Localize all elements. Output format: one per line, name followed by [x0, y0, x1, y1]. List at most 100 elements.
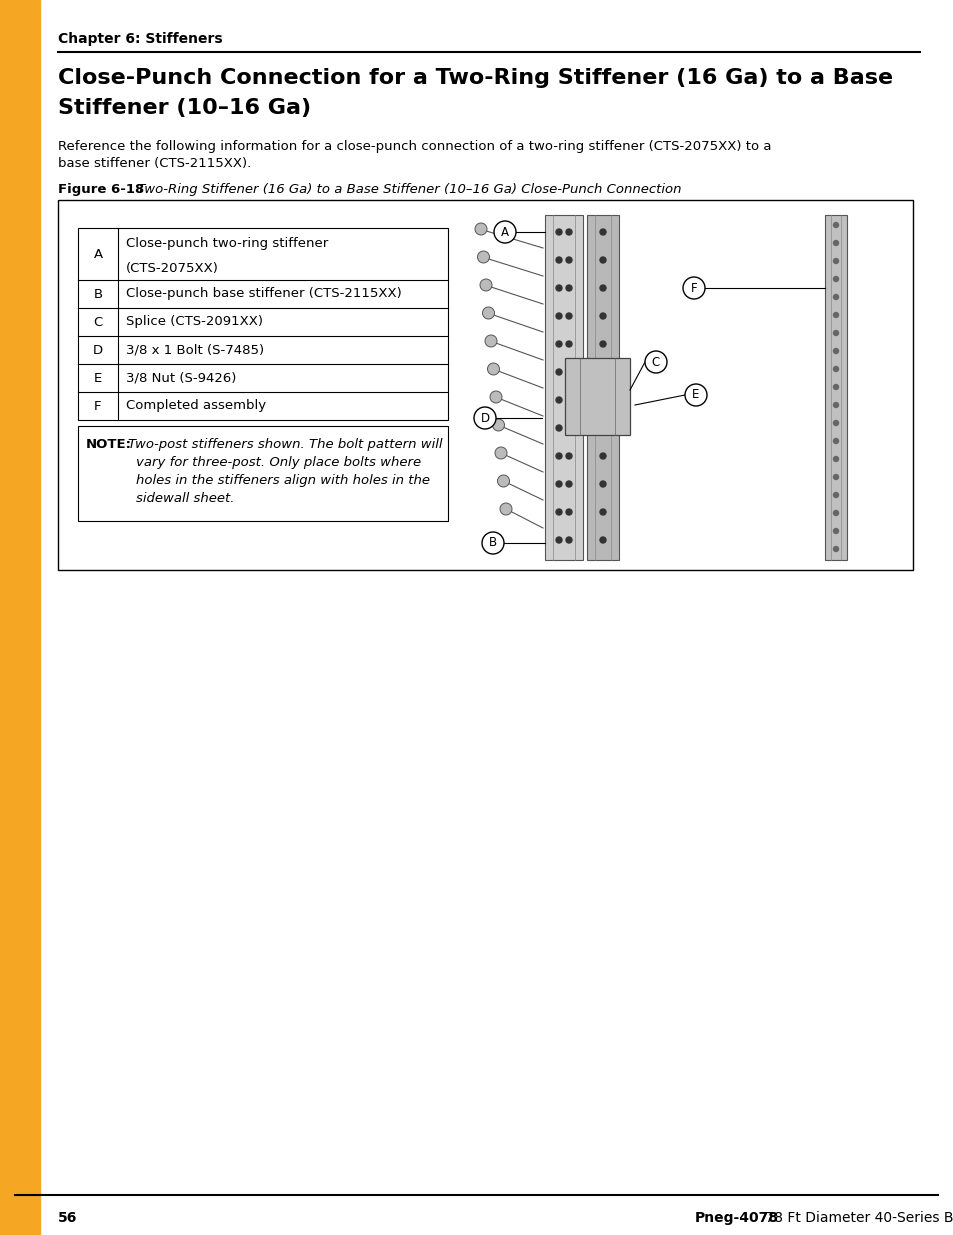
- Circle shape: [565, 285, 572, 291]
- Circle shape: [556, 312, 561, 319]
- Circle shape: [482, 308, 494, 319]
- Circle shape: [833, 474, 838, 479]
- Text: E: E: [692, 389, 699, 401]
- Text: vary for three-post. Only place bolts where: vary for three-post. Only place bolts wh…: [136, 456, 420, 469]
- Bar: [58, 200, 912, 571]
- Text: E: E: [93, 372, 102, 384]
- Circle shape: [497, 475, 509, 487]
- Circle shape: [599, 312, 605, 319]
- Bar: [586, 215, 618, 559]
- Text: (CTS-2075XX): (CTS-2075XX): [126, 262, 218, 275]
- Circle shape: [495, 447, 506, 459]
- Circle shape: [556, 509, 561, 515]
- Text: 56: 56: [58, 1212, 77, 1225]
- Circle shape: [565, 312, 572, 319]
- Text: Two-Ring Stiffener (16 Ga) to a Base Stiffener (10–16 Ga) Close-Punch Connection: Two-Ring Stiffener (16 Ga) to a Base Sti…: [132, 183, 680, 196]
- Circle shape: [499, 503, 512, 515]
- Bar: [824, 215, 846, 559]
- Circle shape: [475, 224, 486, 235]
- Circle shape: [556, 257, 561, 263]
- Circle shape: [556, 228, 561, 235]
- Circle shape: [494, 221, 516, 243]
- Circle shape: [599, 257, 605, 263]
- Text: Splice (CTS-2091XX): Splice (CTS-2091XX): [126, 315, 263, 329]
- Circle shape: [556, 537, 561, 543]
- Text: Close-punch base stiffener (CTS-2115XX): Close-punch base stiffener (CTS-2115XX): [126, 288, 401, 300]
- Circle shape: [556, 396, 561, 403]
- Text: F: F: [94, 399, 102, 412]
- Circle shape: [479, 279, 492, 291]
- Circle shape: [833, 529, 838, 534]
- Circle shape: [484, 335, 497, 347]
- Circle shape: [599, 369, 605, 375]
- Circle shape: [565, 228, 572, 235]
- Circle shape: [565, 425, 572, 431]
- Circle shape: [490, 391, 501, 403]
- Text: D: D: [480, 411, 489, 425]
- Text: Two-post stiffeners shown. The bolt pattern will: Two-post stiffeners shown. The bolt patt…: [128, 438, 442, 451]
- Circle shape: [684, 384, 706, 406]
- Circle shape: [833, 403, 838, 408]
- Circle shape: [833, 510, 838, 515]
- Circle shape: [833, 438, 838, 443]
- Circle shape: [833, 258, 838, 263]
- Circle shape: [599, 509, 605, 515]
- Circle shape: [565, 396, 572, 403]
- Circle shape: [565, 453, 572, 459]
- Text: C: C: [651, 356, 659, 368]
- Circle shape: [833, 294, 838, 300]
- Text: NOTE:: NOTE:: [86, 438, 132, 451]
- Circle shape: [644, 351, 666, 373]
- Text: Pneg-4078: Pneg-4078: [695, 1212, 779, 1225]
- Circle shape: [565, 537, 572, 543]
- Text: A: A: [500, 226, 509, 238]
- Circle shape: [565, 509, 572, 515]
- Text: 78 Ft Diameter 40-Series Bin: 78 Ft Diameter 40-Series Bin: [760, 1212, 953, 1225]
- Text: Close-Punch Connection for a Two-Ring Stiffener (16 Ga) to a Base: Close-Punch Connection for a Two-Ring St…: [58, 68, 892, 88]
- Circle shape: [833, 367, 838, 372]
- Circle shape: [833, 277, 838, 282]
- Text: B: B: [489, 536, 497, 550]
- Bar: [78, 426, 448, 521]
- Circle shape: [599, 285, 605, 291]
- Circle shape: [565, 257, 572, 263]
- Bar: [564, 358, 629, 435]
- Circle shape: [565, 341, 572, 347]
- Text: 3/8 Nut (S-9426): 3/8 Nut (S-9426): [126, 372, 236, 384]
- Text: D: D: [92, 343, 103, 357]
- Circle shape: [556, 341, 561, 347]
- Text: Figure 6-18: Figure 6-18: [58, 183, 144, 196]
- Text: Stiffener (10–16 Ga): Stiffener (10–16 Ga): [58, 98, 311, 119]
- Circle shape: [682, 277, 704, 299]
- Circle shape: [474, 408, 496, 429]
- Circle shape: [599, 453, 605, 459]
- Text: holes in the stiffeners align with holes in the: holes in the stiffeners align with holes…: [136, 474, 430, 487]
- Circle shape: [599, 480, 605, 487]
- Circle shape: [833, 384, 838, 389]
- Circle shape: [556, 369, 561, 375]
- Circle shape: [556, 285, 561, 291]
- Text: B: B: [93, 288, 103, 300]
- Circle shape: [833, 420, 838, 426]
- Text: Completed assembly: Completed assembly: [126, 399, 266, 412]
- Circle shape: [833, 457, 838, 462]
- Circle shape: [599, 341, 605, 347]
- Circle shape: [833, 493, 838, 498]
- Circle shape: [833, 222, 838, 227]
- Circle shape: [833, 331, 838, 336]
- Circle shape: [477, 251, 489, 263]
- Bar: [78, 228, 448, 420]
- Circle shape: [556, 480, 561, 487]
- Circle shape: [487, 363, 499, 375]
- Circle shape: [556, 425, 561, 431]
- Text: F: F: [690, 282, 697, 294]
- Circle shape: [565, 480, 572, 487]
- Circle shape: [599, 228, 605, 235]
- Text: sidewall sheet.: sidewall sheet.: [136, 492, 234, 505]
- Text: A: A: [93, 247, 103, 261]
- Text: Chapter 6: Stiffeners: Chapter 6: Stiffeners: [58, 32, 222, 46]
- Text: Reference the following information for a close-punch connection of a two-ring s: Reference the following information for …: [58, 140, 771, 153]
- Text: Close-punch two-ring stiffener: Close-punch two-ring stiffener: [126, 237, 328, 249]
- Circle shape: [556, 453, 561, 459]
- Circle shape: [833, 241, 838, 246]
